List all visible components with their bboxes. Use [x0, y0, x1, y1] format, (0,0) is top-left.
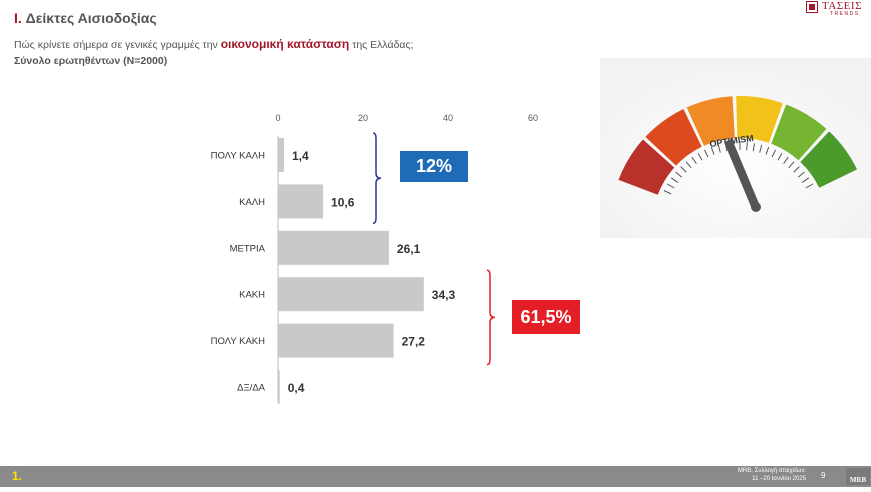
title-numeral: I. [14, 10, 22, 26]
tasis-logo: ΤΑΣΕΙΣ TRENDS [806, 0, 868, 17]
bar [278, 277, 424, 312]
data-label: 26,1 [397, 242, 421, 256]
source-line-1: MRB, Συλλογή στοιχείων: [737, 468, 806, 474]
logo-sub: TRENDS [830, 11, 860, 17]
category-label: ΜΕΤΡΙΑ [230, 243, 266, 254]
data-label: 10,6 [331, 195, 355, 209]
group-badge-negative: 61,5% [512, 300, 580, 334]
bar [278, 184, 324, 219]
bar [278, 370, 280, 404]
source-line-2: 11 –20 Ιουνίου 2025 [752, 476, 806, 482]
source-note: MRB, Συλλογή στοιχείων: 11 –20 Ιουνίου 2… [686, 467, 806, 483]
category-label: ΔΞ/ΔΑ [237, 383, 266, 394]
survey-question: Πώς κρίνετε σήμερα σε γενικές γραμμές τη… [14, 37, 413, 51]
page-tag: 1. [12, 469, 23, 483]
question-post: της Ελλάδας; [352, 39, 414, 51]
bar [278, 230, 389, 265]
page-title: I. Δείκτες Αισιοδοξίας [14, 10, 157, 26]
page-number: 9 [821, 471, 826, 480]
logo-mark-icon [806, 1, 818, 13]
x-tick-label: 60 [528, 113, 538, 123]
data-label: 0,4 [288, 381, 305, 395]
logo-name: ΤΑΣΕΙΣ [822, 0, 862, 12]
x-tick-label: 20 [358, 113, 368, 123]
title-text: Δείκτες Αισιοδοξίας [25, 10, 157, 26]
question-keyword: οικονομική κατάσταση [220, 37, 350, 51]
bar [278, 138, 284, 172]
sample-size: Σύνολο ερωτηθέντων (N=2000) [14, 55, 168, 67]
x-tick-label: 0 [275, 113, 280, 123]
category-label: ΠΟΛΥ ΚΑΚΗ [211, 336, 266, 347]
bracket-positive [372, 132, 382, 225]
category-label: ΚΑΛΗ [239, 197, 265, 208]
question-pre: Πώς κρίνετε σήμερα σε γενικές γραμμές τη… [14, 39, 218, 51]
bar [278, 323, 394, 358]
footer-bar: 1. MRB, Συλλογή στοιχείων: 11 –20 Ιουνίο… [0, 466, 871, 487]
data-label: 1,4 [292, 149, 309, 163]
optimism-gauge-icon: OPTIMISM [600, 58, 871, 238]
x-tick-label: 40 [443, 113, 453, 123]
data-label: 34,3 [432, 288, 456, 302]
bracket-negative [486, 269, 496, 366]
mrb-logo: MRB [846, 468, 870, 485]
category-label: ΠΟΛΥ ΚΑΛΗ [211, 151, 266, 162]
data-label: 27,2 [402, 335, 426, 349]
category-label: ΚΑΚΗ [239, 290, 265, 301]
group-badge-positive: 12% [400, 151, 468, 182]
